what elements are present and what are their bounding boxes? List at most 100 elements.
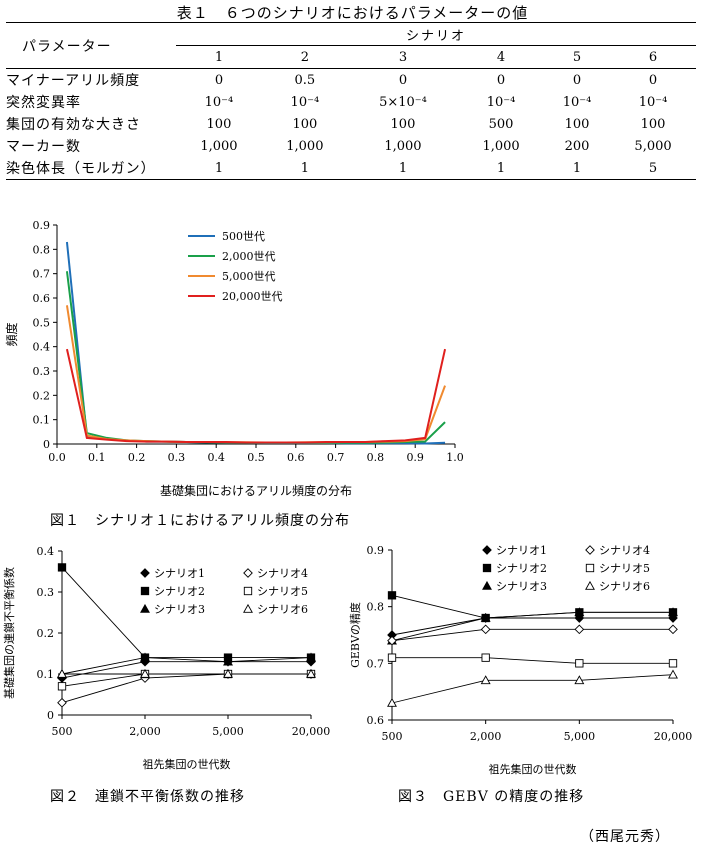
series-line	[61, 657, 312, 675]
data-point	[57, 682, 67, 691]
legend-marker	[243, 568, 253, 578]
legend-label: シナリオ4	[257, 567, 308, 580]
y-axis-label: 基礎集団の連鎖不平衡係数	[2, 567, 16, 699]
figure-1-allele-frequency-chart: 0 0.1 0.2 0.3 0.4 0.5 0.6 0.7 0.8 0.9 0.0 0.1 0.2 0.3…	[4, 219, 464, 498]
legend-label: シナリオ5	[257, 585, 308, 598]
data-point	[668, 669, 678, 679]
series-line	[65, 305, 446, 444]
legend-label: 2,000世代	[222, 250, 276, 263]
data-point	[57, 563, 67, 572]
data-point	[574, 675, 585, 685]
cell: 1	[176, 157, 262, 180]
legend-label: シナリオ1	[154, 567, 205, 580]
y-tick-label: 0.9	[33, 219, 51, 232]
data-point	[574, 607, 585, 617]
cell: 100	[564, 116, 590, 132]
series-line	[61, 673, 311, 704]
cell: 5	[610, 157, 696, 180]
figure-2-caption: 図２ 連鎖不平衡係数の推移	[50, 789, 245, 805]
series-line	[391, 611, 673, 642]
series-line	[392, 657, 673, 664]
series-line	[391, 594, 673, 619]
x-tick-label: 0.7	[327, 451, 345, 464]
legend-label: シナリオ5	[599, 562, 650, 575]
data-point	[480, 612, 491, 622]
x-axis-label: 祖先集団の世代数	[143, 757, 231, 771]
legend-marker	[243, 586, 253, 596]
y-tick-label: 0.1	[33, 414, 51, 427]
legend-marker	[585, 545, 595, 555]
legend-marker	[482, 563, 492, 573]
data-point	[481, 653, 490, 662]
x-tick-label: 20,000	[292, 725, 331, 738]
data-point	[387, 591, 397, 600]
legend-label: シナリオ4	[599, 544, 650, 557]
table-row: マイナーアリル頻度 0 0.5 0 0 0 0	[6, 69, 696, 92]
x-tick-label: 0.8	[367, 451, 385, 464]
figure-2-ld-chart: 0 0.1 0.2 0.3 0.4 500 2,000 5,000 20,000 祖先集団の世代数…	[2, 545, 331, 771]
legend-marker	[585, 563, 595, 573]
row-label: 集団の有効な大きさ	[6, 117, 141, 133]
data-point	[480, 624, 491, 635]
series-line	[391, 674, 674, 704]
legend-marker	[140, 568, 150, 578]
y-tick-label: 0.4	[33, 341, 51, 354]
scenario-number: 4	[458, 45, 544, 69]
data-point	[387, 635, 397, 646]
data-point	[140, 652, 150, 662]
data-point	[387, 697, 397, 707]
table-row: 染色体長（モルガン） 1 1 1 1 1 5	[6, 157, 696, 180]
cell: 0	[214, 72, 224, 88]
cell: 0	[572, 72, 582, 88]
x-tick-label: 500	[52, 725, 73, 738]
data-point	[306, 668, 316, 678]
legend-label: シナリオ2	[154, 585, 205, 598]
series-line	[61, 661, 311, 679]
cell: 0.5	[294, 72, 316, 88]
scenario-number: 6	[610, 45, 696, 69]
cell: 10⁻⁴	[562, 94, 592, 110]
table-row: 集団の有効な大きさ 100 100 100 500 100 100	[6, 113, 696, 135]
y-tick-label: 0	[43, 438, 50, 451]
cell: 100	[206, 116, 232, 132]
y-axis-label: 頻度	[4, 322, 19, 346]
cell: 0	[398, 72, 408, 88]
scenario-number: 1	[176, 45, 262, 69]
cell: 1,000	[482, 138, 520, 154]
y-tick-label: 0	[47, 709, 54, 722]
table-row: マーカー数 1,000 1,000 1,000 1,000 200 5,000	[6, 135, 696, 157]
legend-label: 500世代	[222, 230, 265, 243]
x-tick-label: 0.0	[48, 451, 66, 464]
cell: 10⁻⁴	[204, 94, 234, 110]
x-axis-label: 基礎集団におけるアリル頻度の分布	[160, 483, 352, 498]
data-point	[223, 668, 233, 678]
data-point	[57, 668, 67, 678]
legend-label: シナリオ1	[496, 544, 547, 557]
x-tick-label: 1.0	[446, 451, 464, 464]
y-tick-label: 0.9	[367, 544, 385, 557]
x-tick-label: 0.5	[247, 451, 265, 464]
table-row: 突然変異率 10⁻⁴ 10⁻⁴ 5×10⁻⁴ 10⁻⁴ 10⁻⁴ 10⁻⁴	[6, 91, 696, 113]
y-tick-label: 0.6	[33, 292, 51, 305]
cell: 1	[458, 157, 544, 180]
cell: 10⁻⁴	[486, 94, 516, 110]
legend-marker	[482, 580, 492, 590]
y-axis-label: GEBVの精度	[348, 602, 362, 668]
series-line	[65, 348, 447, 444]
row-label: マイナーアリル頻度	[6, 73, 141, 89]
y-tick-label: 0.7	[367, 657, 385, 670]
param-header: パラメーター	[6, 22, 176, 69]
y-tick-label: 0.1	[37, 668, 55, 681]
y-tick-label: 0.3	[33, 365, 51, 378]
data-point	[223, 656, 233, 666]
cell: 1,000	[286, 138, 324, 154]
cell: 1,000	[200, 138, 238, 154]
x-tick-label: 5,000	[212, 725, 244, 738]
y-tick-label: 0.7	[33, 268, 51, 281]
parameter-table: パラメーター シナリオ 1 2 3 4 5 6 マイナーアリル頻度 0 0.5 …	[6, 22, 696, 180]
y-tick-label: 0.8	[367, 601, 385, 614]
y-tick-label: 0.5	[33, 316, 51, 329]
legend-marker	[140, 603, 150, 613]
cell: 100	[292, 116, 318, 132]
legend-label: シナリオ6	[599, 580, 650, 593]
